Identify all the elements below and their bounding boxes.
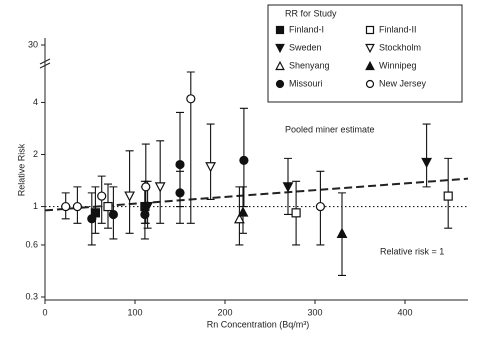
- y-tick-label: 4: [33, 97, 38, 107]
- marker: [141, 182, 151, 192]
- marker: [421, 157, 432, 169]
- legend-marker: [275, 25, 285, 35]
- marker: [237, 206, 249, 217]
- marker: [140, 209, 150, 220]
- x-tick-label: 400: [397, 307, 412, 317]
- legend-label: Winnipeg: [379, 60, 417, 70]
- y-tick-label: 1: [33, 201, 38, 211]
- legend-marker: [365, 60, 375, 71]
- y-tick-label: 0.6: [25, 239, 38, 249]
- marker: [234, 213, 245, 224]
- reference-line: [44, 177, 469, 212]
- marker: [61, 201, 71, 212]
- error-bar: [156, 140, 165, 224]
- legend-marker: [275, 43, 285, 54]
- line-label: Relative risk = 1: [380, 246, 444, 256]
- marker: [175, 159, 185, 170]
- marker: [108, 209, 119, 220]
- legend-marker: [365, 79, 375, 89]
- marker: [154, 182, 166, 193]
- x-tick-label: 0: [42, 307, 47, 317]
- marker: [97, 191, 107, 201]
- legend-marker: [365, 25, 375, 35]
- axis-break: [39, 62, 51, 69]
- marker: [291, 208, 301, 218]
- marker: [315, 201, 325, 212]
- x-tick-label: 100: [127, 307, 142, 317]
- marker: [205, 162, 216, 173]
- marker: [239, 155, 249, 165]
- legend-label: Finland-II: [379, 24, 417, 34]
- marker: [103, 201, 113, 212]
- line-label: Pooled miner estimate: [285, 124, 375, 134]
- y-axis-label: Relative Risk: [16, 143, 26, 196]
- marker: [336, 227, 348, 238]
- error-bar: [206, 123, 215, 200]
- legend-label: Sweden: [289, 42, 322, 52]
- marker: [282, 182, 294, 193]
- legend-label: Finland-I: [289, 24, 324, 34]
- x-tick-label: 200: [217, 307, 232, 317]
- x-axis-label: Rn Concentration (Bq/m³): [207, 319, 310, 329]
- legend-label: New Jersey: [379, 78, 427, 88]
- legend-marker: [275, 79, 285, 89]
- error-bar: [176, 111, 184, 208]
- axis-break: [39, 58, 51, 65]
- marker: [443, 191, 453, 201]
- error-bar: [422, 123, 431, 188]
- marker: [124, 191, 135, 202]
- x-tick-label: 300: [307, 307, 322, 317]
- legend-label: Missouri: [289, 78, 323, 88]
- y-tick-label: 2: [33, 149, 38, 159]
- marker: [87, 214, 97, 224]
- legend-marker: [365, 43, 375, 54]
- legend-marker: [275, 60, 285, 71]
- marker: [72, 201, 83, 212]
- legend-box: [267, 4, 463, 103]
- legend-label: Shenyang: [289, 60, 330, 70]
- marker: [186, 94, 196, 104]
- y-tick-label: 0.3: [25, 291, 38, 301]
- legend-label: Stockholm: [379, 42, 421, 52]
- y-tick-label: 30: [28, 39, 38, 49]
- legend-title: RR for Study: [285, 8, 337, 18]
